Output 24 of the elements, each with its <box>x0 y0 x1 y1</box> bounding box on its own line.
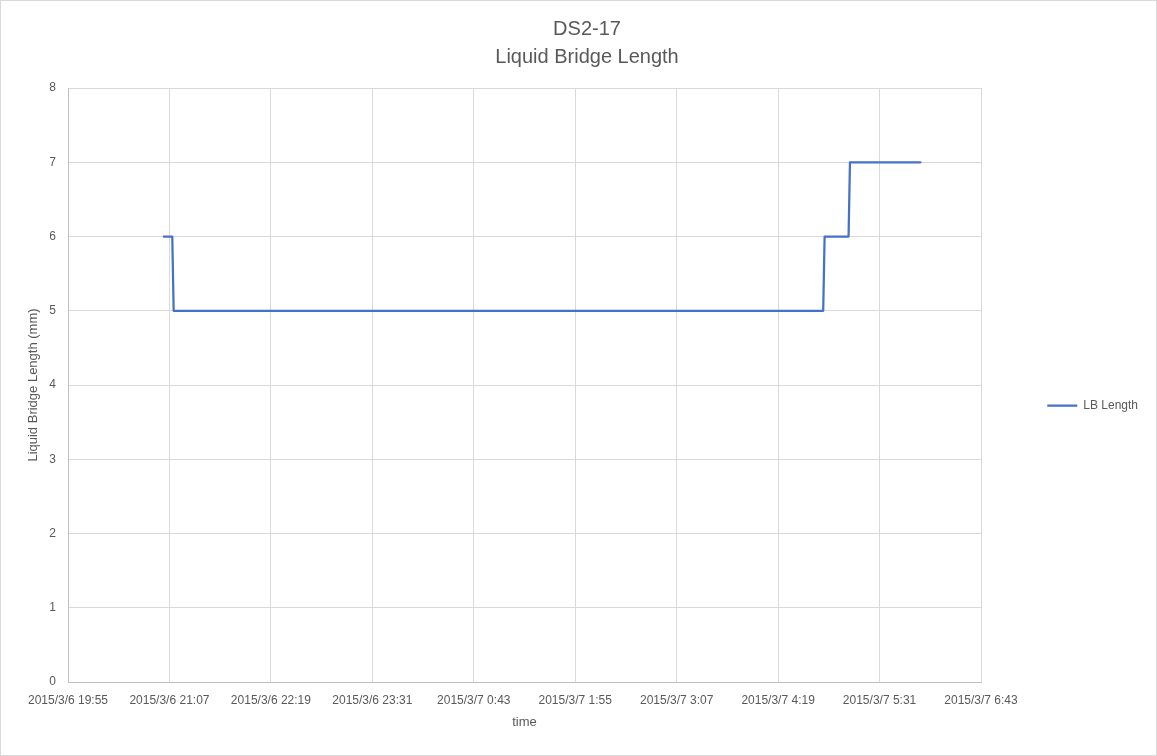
x-tick-label: 2015/3/7 5:31 <box>842 692 917 707</box>
y-tick-label: 1 <box>49 600 57 615</box>
y-tick-label: 8 <box>49 80 57 95</box>
y-tick-label: 2 <box>49 525 57 540</box>
x-tick-label: 2015/3/6 19:55 <box>27 692 109 707</box>
y-tick-label: 7 <box>49 154 57 169</box>
chart-title: DS2-17 <box>553 16 621 39</box>
y-tick-label: 6 <box>49 228 57 243</box>
x-tick-label: 2015/3/7 6:43 <box>944 692 1019 707</box>
x-tick-label: 2015/3/7 3:07 <box>639 692 714 707</box>
x-tick-label: 2015/3/7 4:19 <box>741 692 816 707</box>
x-tick-label: 2015/3/6 23:31 <box>332 692 413 707</box>
y-tick-label: 5 <box>49 303 57 318</box>
x-tick-label: 2015/3/6 22:19 <box>230 692 312 707</box>
x-tick-label: 2015/3/7 1:55 <box>538 692 613 707</box>
y-tick-label: 0 <box>49 674 57 689</box>
y-axis-title: Liquid Bridge Length (mm) <box>25 308 41 462</box>
x-tick-label: 2015/3/6 21:07 <box>129 692 210 707</box>
x-tick-label: 2015/3/7 0:43 <box>437 692 511 707</box>
y-tick-label: 4 <box>49 377 57 392</box>
y-tick-label: 3 <box>49 451 57 466</box>
legend-label: LB Length <box>1083 397 1138 412</box>
chart-subtitle: Liquid Bridge Length <box>495 44 679 67</box>
x-axis-title: time <box>512 713 537 729</box>
